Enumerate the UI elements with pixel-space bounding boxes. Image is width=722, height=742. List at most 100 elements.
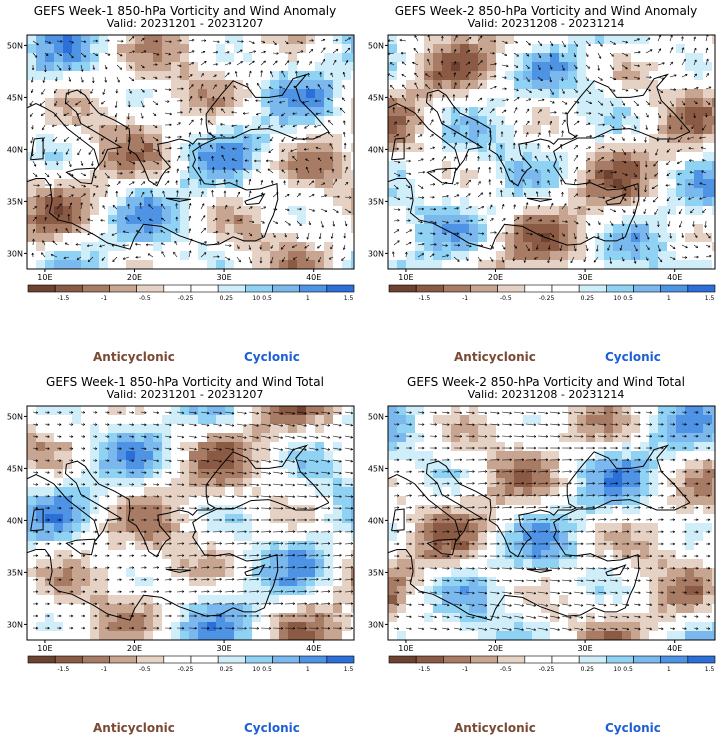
x-tick-label: 40E [306, 644, 321, 653]
colorbar-label: -1 [101, 295, 107, 302]
colorbar-swatch [109, 655, 137, 664]
colorbar-label: 1 [667, 295, 671, 302]
colorbar-label: 0.25 [220, 295, 234, 302]
colorbar-swatch [163, 655, 192, 664]
colorbar-swatch [326, 655, 355, 664]
colorbar-swatch [633, 284, 661, 293]
colorbar-swatch [687, 284, 716, 293]
colorbar-swatch [136, 284, 165, 293]
colorbar-swatch [299, 284, 328, 293]
colorbar-label: -0.25 [178, 295, 194, 302]
y-tick-label: 40N [7, 516, 23, 525]
x-tick-label: 10E [398, 273, 413, 282]
x-tick-label: 30E [577, 273, 592, 282]
y-tick-label: 45N [7, 93, 23, 102]
colorbar-swatch [388, 284, 417, 293]
colorbar-swatch [551, 284, 580, 293]
legend-anticyclonic-label: Anticyclonic [93, 350, 175, 364]
colorbar-label: 1.5 [705, 295, 715, 302]
chart-title: GEFS Week-1 850-hPa Vorticity and Wind A… [34, 4, 337, 18]
y-tick-label: 40N [7, 145, 23, 154]
colorbar-label: 1 [667, 666, 671, 673]
colorbar-swatch [54, 655, 83, 664]
x-tick-label: 10E [398, 644, 413, 653]
colorbar-label: 0.25 [220, 666, 234, 673]
colorbar-mid-label: 10 [252, 295, 260, 302]
y-tick-label: 50N [368, 412, 384, 421]
colorbar-swatch [54, 284, 83, 293]
colorbar-swatch [82, 655, 110, 664]
y-tick-label: 30N [368, 620, 384, 629]
colorbar-label: 1.5 [705, 666, 715, 673]
x-tick-label: 10E [37, 644, 52, 653]
legend-anticyclonic-label: Anticyclonic [454, 350, 536, 364]
colorbar-label: -1.5 [418, 295, 430, 302]
colorbar-label: 0.5 [623, 295, 633, 302]
chart-svg: GEFS Week-2 850-hPa Vorticity and Wind T… [368, 375, 716, 673]
chart-title: GEFS Week-2 850-hPa Vorticity and Wind A… [395, 4, 698, 18]
y-tick-label: 50N [7, 412, 23, 421]
colorbar-swatch [578, 284, 607, 293]
colorbar-label: -1.5 [418, 666, 430, 673]
colorbar-swatch [326, 284, 355, 293]
colorbar-label: 0.5 [262, 666, 272, 673]
colorbar-swatch [470, 284, 498, 293]
colorbar-swatch [245, 655, 273, 664]
colorbar-label: -1 [101, 666, 107, 673]
colorbar-swatch [163, 284, 192, 293]
colorbar-swatch [497, 655, 526, 664]
y-tick-label: 30N [368, 249, 384, 258]
colorbar-swatch [660, 655, 689, 664]
panel-week1-total: GEFS Week-1 850-hPa Vorticity and Wind T… [0, 371, 361, 742]
colorbar-label: -1 [462, 295, 468, 302]
colorbar-swatch [524, 655, 553, 664]
colorbar-swatch [415, 655, 444, 664]
colorbar-label: -0.25 [539, 666, 555, 673]
colorbar-swatch [217, 284, 246, 293]
chart-subtitle: Valid: 20231201 - 20231207 [107, 388, 264, 401]
y-tick-label: 35N [7, 568, 23, 577]
panel-week2-anomaly: GEFS Week-2 850-hPa Vorticity and Wind A… [361, 0, 722, 371]
colorbar-label: 0.5 [262, 295, 272, 302]
map-frame [26, 34, 355, 270]
colorbar-label: 0.25 [581, 666, 595, 673]
y-tick-label: 50N [7, 41, 23, 50]
colorbar-swatch [578, 655, 607, 664]
x-tick-label: 40E [306, 273, 321, 282]
legend-anticyclonic-label: Anticyclonic [454, 721, 536, 735]
colorbar-label: 1 [306, 666, 310, 673]
colorbar-swatch [190, 284, 219, 293]
colorbar-swatch [497, 284, 526, 293]
y-tick-label: 35N [7, 197, 23, 206]
y-tick-label: 35N [368, 568, 384, 577]
y-tick-label: 45N [368, 93, 384, 102]
chart-svg: GEFS Week-1 850-hPa Vorticity and Wind A… [7, 4, 355, 302]
colorbar-swatch [27, 284, 56, 293]
colorbar-swatch [272, 284, 300, 293]
y-tick-label: 40N [368, 516, 384, 525]
colorbar-swatch [551, 655, 580, 664]
map-frame [26, 405, 355, 641]
y-tick-label: 50N [368, 41, 384, 50]
y-tick-label: 30N [7, 620, 23, 629]
colorbar-label: 0.25 [581, 295, 595, 302]
panel-week1-anomaly: GEFS Week-1 850-hPa Vorticity and Wind A… [0, 0, 361, 371]
map-frame [387, 34, 716, 270]
colorbar-swatch [190, 655, 219, 664]
y-tick-label: 45N [368, 464, 384, 473]
x-tick-label: 30E [577, 644, 592, 653]
colorbar-swatch [136, 655, 165, 664]
chart-svg: GEFS Week-1 850-hPa Vorticity and Wind T… [7, 375, 355, 673]
colorbar-label: -0.5 [139, 666, 151, 673]
colorbar-swatch [388, 655, 417, 664]
x-tick-label: 40E [667, 644, 682, 653]
colorbar-label: 1.5 [344, 295, 354, 302]
colorbar-swatch [217, 655, 246, 664]
legend-cyclonic-label: Cyclonic [605, 721, 661, 735]
panel-week2-total: GEFS Week-2 850-hPa Vorticity and Wind T… [361, 371, 722, 742]
colorbar-label: -0.5 [139, 295, 151, 302]
colorbar-label: -0.25 [178, 666, 194, 673]
x-tick-label: 20E [127, 644, 142, 653]
legend-cyclonic-label: Cyclonic [244, 350, 300, 364]
colorbar-swatch [82, 284, 110, 293]
